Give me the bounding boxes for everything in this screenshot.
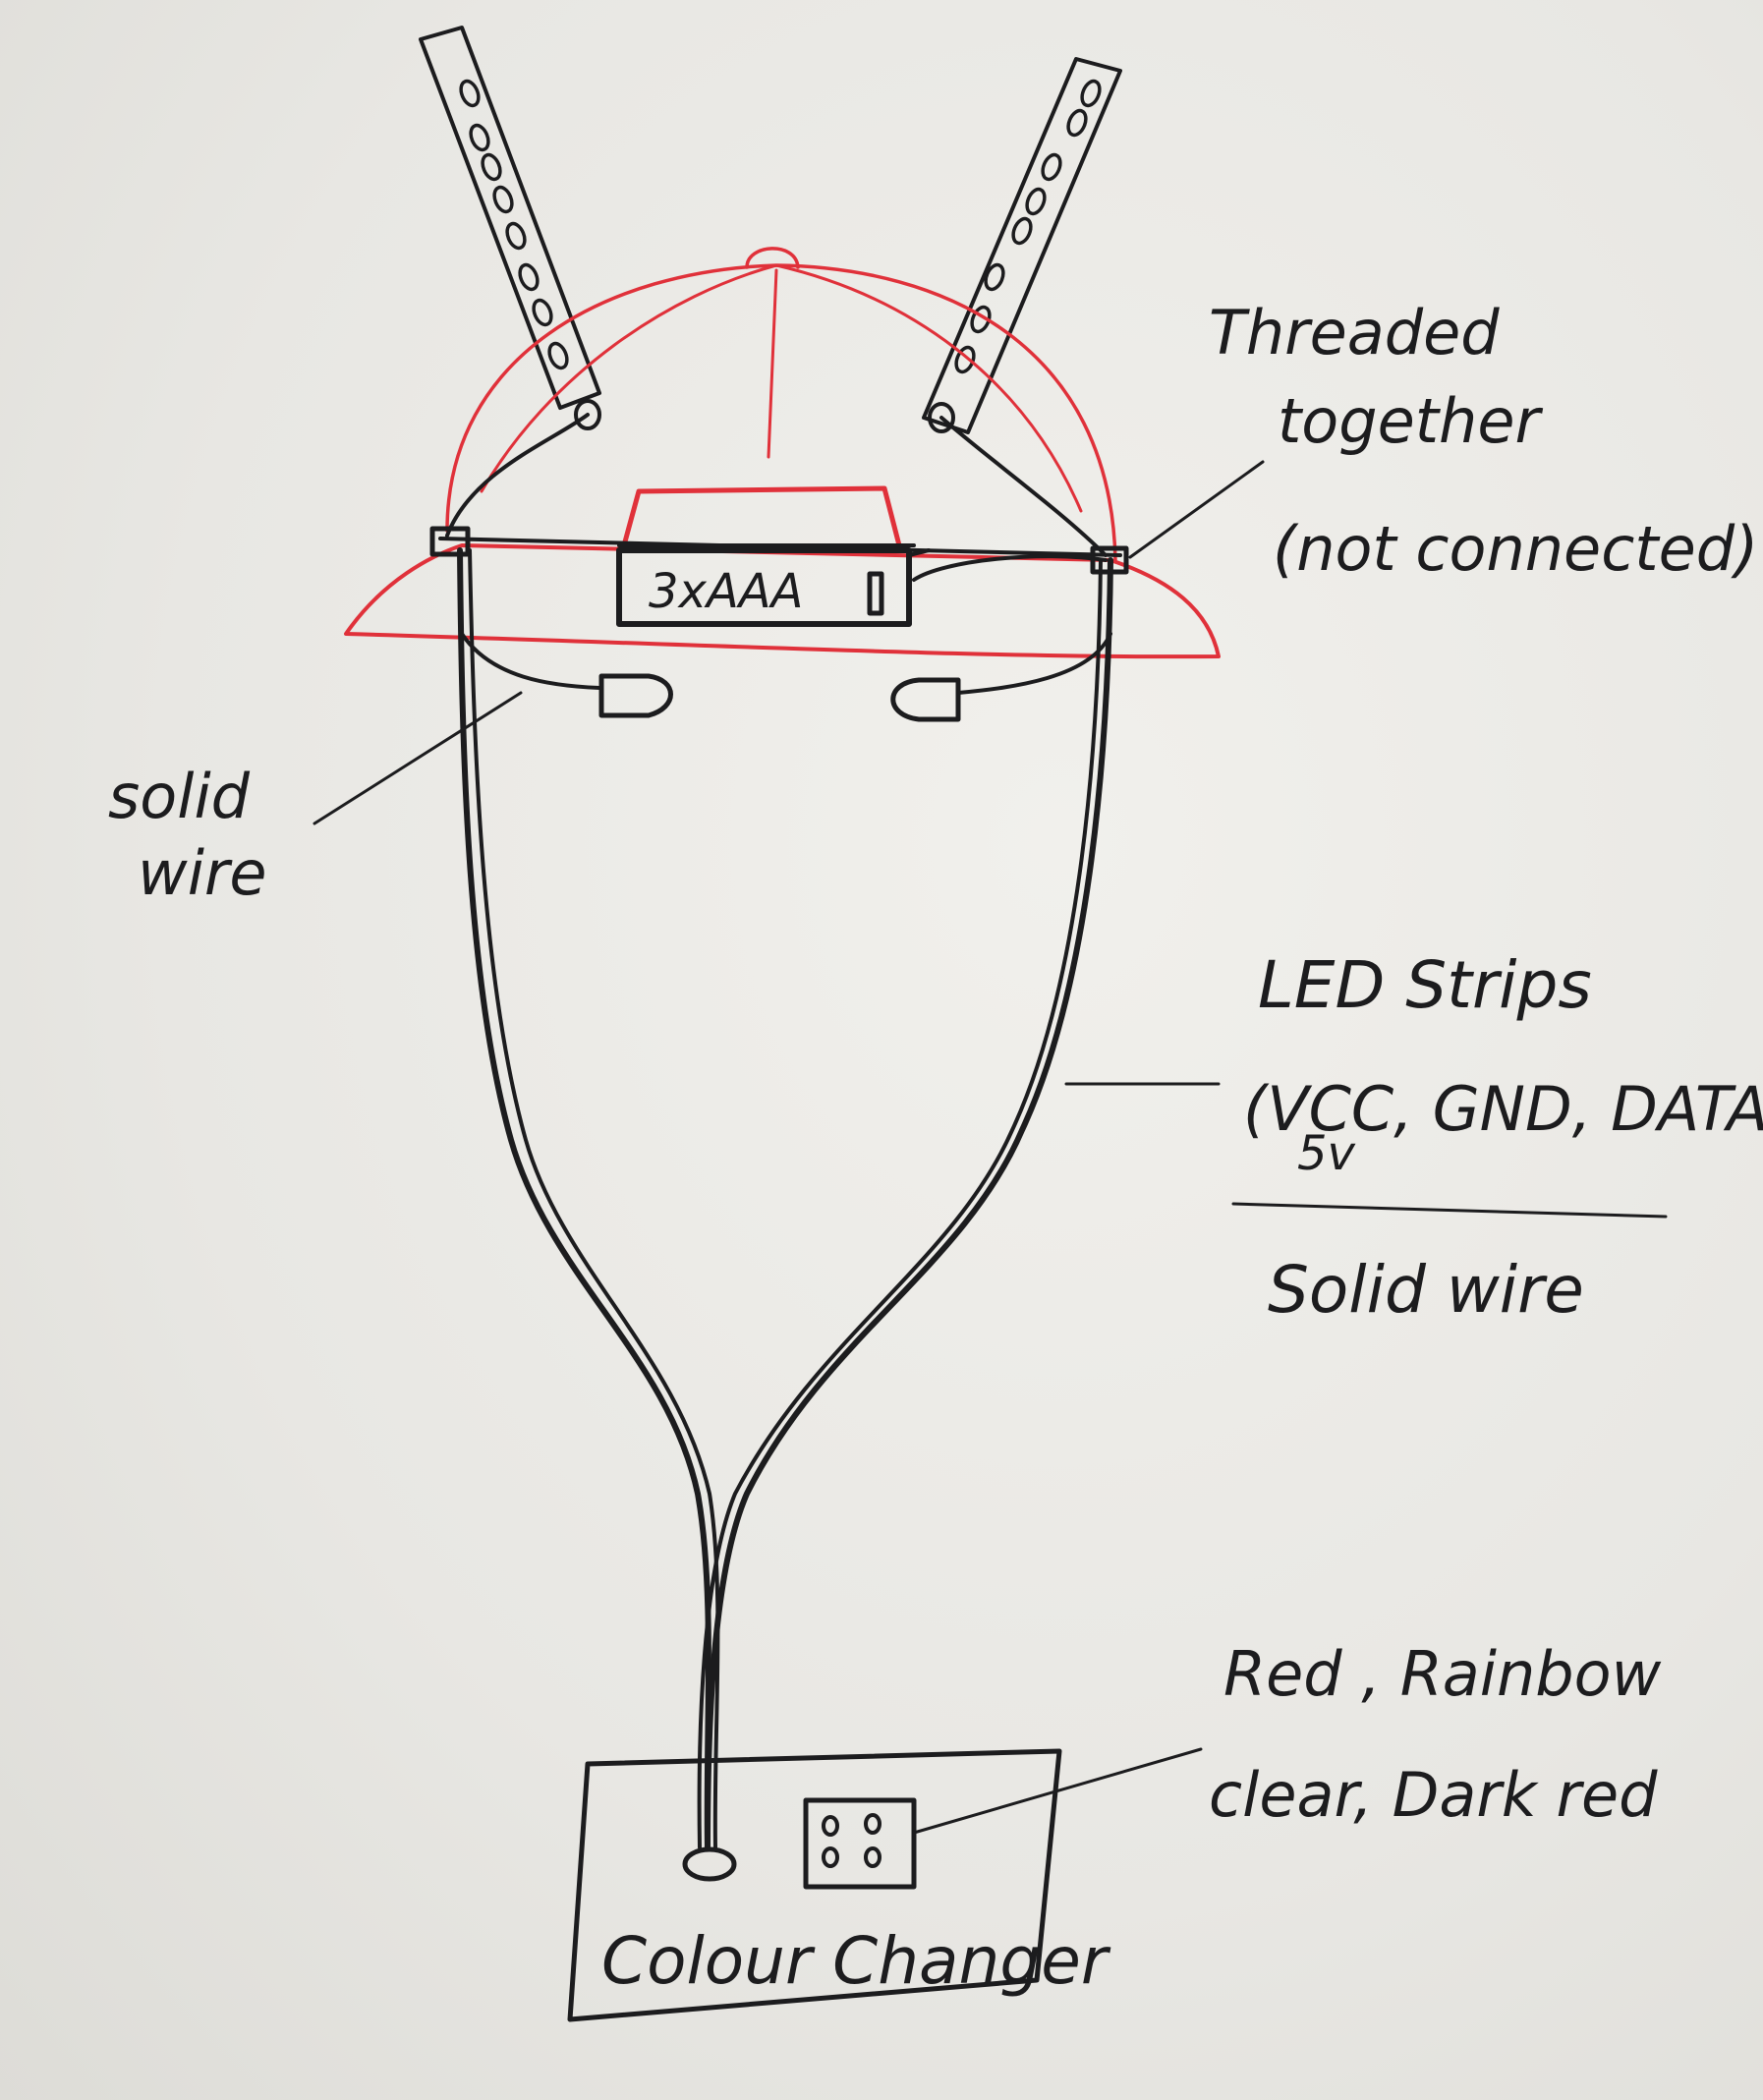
colour-options-line1: Red , Rainbow bbox=[1223, 1638, 1662, 1710]
button-icon bbox=[864, 1846, 882, 1868]
mode-buttons bbox=[803, 1797, 917, 1890]
annotation-solid-wire-left: solid wire bbox=[108, 691, 523, 909]
hat-crown bbox=[445, 263, 1117, 562]
battery-label: 3xAAA bbox=[649, 564, 803, 619]
hat-crown-seam-center bbox=[767, 268, 778, 459]
hat-wiring bbox=[429, 413, 1129, 582]
cable-port bbox=[682, 1846, 737, 1882]
annotation-led-strips: LED Strips (VCC, GND, DATA) 5v Solid wir… bbox=[1064, 947, 1763, 1328]
solid-wire-left-line2: wire bbox=[138, 837, 267, 909]
led-strip-left bbox=[419, 26, 601, 430]
button-icon bbox=[864, 1813, 882, 1835]
hat-outline bbox=[344, 247, 1221, 659]
battery-pack: 3xAAA bbox=[616, 485, 931, 627]
threaded-label-line1: Threaded bbox=[1209, 297, 1500, 369]
colour-changer-label: Colour Changer bbox=[601, 1923, 1111, 1999]
led-dots-left bbox=[459, 79, 601, 430]
plug-left bbox=[460, 632, 673, 718]
led-strip-right bbox=[922, 57, 1122, 434]
solid-wire-right-label: Solid wire bbox=[1268, 1252, 1584, 1328]
annotation-colour-options: Red , Rainbow clear, Dark red bbox=[912, 1638, 1662, 1835]
led-strips-label: LED Strips bbox=[1258, 947, 1592, 1023]
threaded-label-line3: (not connected) bbox=[1273, 513, 1758, 585]
plug-right bbox=[890, 632, 1112, 722]
hat-brim bbox=[344, 543, 1221, 659]
hat-crown-seam-left bbox=[480, 263, 778, 493]
button-icon bbox=[822, 1846, 839, 1868]
annotation-divider bbox=[1231, 1202, 1668, 1219]
led-dots-right bbox=[928, 79, 1102, 433]
hat-button bbox=[745, 247, 800, 269]
led-strips-voltage: 5v bbox=[1297, 1126, 1356, 1181]
led-strips-pins: (VCC, GND, DATA) bbox=[1243, 1073, 1763, 1145]
annotation-threaded-together: Threaded together (not connected) bbox=[1128, 297, 1758, 585]
connector-left bbox=[429, 526, 471, 557]
cable-right bbox=[697, 557, 1113, 1850]
colour-changer: Colour Changer bbox=[567, 1748, 1111, 2022]
threaded-label-line2: together bbox=[1278, 385, 1543, 457]
hat-crown-seam-right bbox=[774, 263, 1083, 513]
cable-left bbox=[457, 547, 720, 1850]
button-icon bbox=[822, 1815, 839, 1837]
battery-switch-icon bbox=[867, 571, 884, 616]
colour-options-line2: clear, Dark red bbox=[1209, 1759, 1658, 1831]
solid-wire-left-line1: solid bbox=[108, 761, 251, 832]
